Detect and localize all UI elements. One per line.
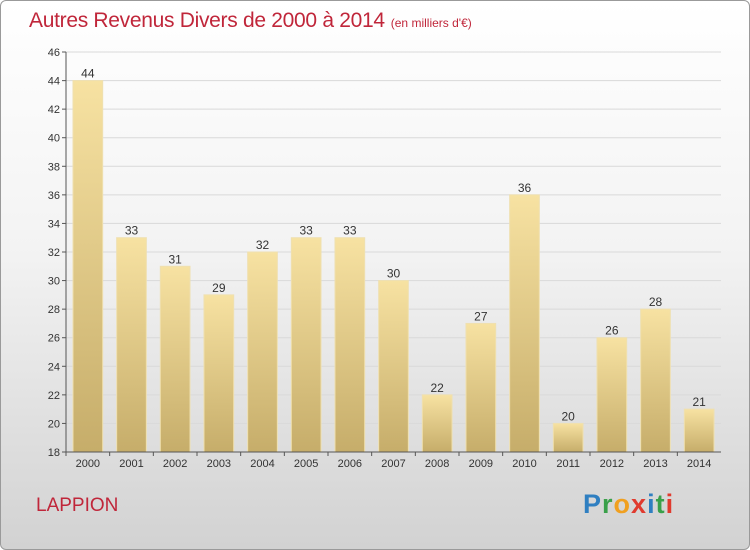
y-tick-label: 38 (48, 161, 60, 173)
y-tick-label: 20 (48, 418, 60, 430)
y-tick-label: 34 (48, 218, 60, 230)
y-tick-label: 32 (48, 247, 60, 259)
bar-value-label: 26 (605, 324, 619, 338)
x-tick-label: 2014 (687, 458, 711, 470)
bar-value-label: 29 (212, 281, 226, 295)
x-tick-label: 2011 (556, 458, 580, 470)
x-tick-label: 2007 (381, 458, 405, 470)
logo-letter: P (583, 489, 603, 519)
x-tick-label: 2008 (425, 458, 449, 470)
bar-value-label: 32 (256, 238, 270, 252)
chart-title-text: Autres Revenus Divers de 2000 à 2014 (29, 9, 385, 32)
x-axis-ticks: 2000 2001 2002 2003 2004 2005 2006 2007 2008 2009… (65, 452, 711, 470)
chart-subtitle: (en milliers d'€) (390, 16, 472, 30)
y-tick-label: 26 (48, 333, 60, 345)
bar-value-label: 21 (692, 395, 706, 409)
y-tick-label: 46 (48, 47, 60, 59)
y-tick-label: 28 (48, 304, 60, 316)
bar (378, 280, 409, 453)
y-tick-label: 22 (48, 390, 60, 402)
x-tick-label: 2012 (600, 458, 624, 470)
bar-value-label: 27 (474, 309, 488, 323)
proxiti-logo: Proxiti (583, 489, 674, 520)
chart-title: Autres Revenus Divers de 2000 à 2014 (en … (29, 9, 472, 33)
y-tick-label: 36 (48, 190, 60, 202)
bar (290, 237, 322, 453)
x-tick-label: 2004 (250, 458, 274, 470)
bar (552, 422, 584, 453)
y-tick-label: 18 (48, 447, 60, 459)
bar (596, 337, 628, 453)
bar-value-label: 28 (649, 295, 663, 309)
commune-name: LAPPION (36, 495, 119, 516)
y-tick-label: 40 (48, 133, 60, 145)
bar-value-label: 33 (299, 224, 313, 238)
x-tick-label: 2003 (207, 458, 231, 470)
x-tick-label: 2005 (294, 458, 318, 470)
bar (683, 408, 715, 453)
x-tick-label: 2000 (76, 458, 100, 470)
bar (421, 394, 453, 453)
x-tick-label: 2009 (469, 458, 493, 470)
x-tick-label: 2010 (512, 458, 536, 470)
y-tick-label: 30 (48, 276, 60, 288)
bar (116, 237, 147, 453)
logo-letter: x (631, 489, 648, 519)
bar-value-label: 20 (561, 409, 575, 423)
bar (640, 308, 671, 453)
bar-value-label: 36 (518, 181, 532, 195)
y-tick-label: 24 (48, 361, 60, 373)
logo-letter: r (602, 489, 614, 519)
y-axis-ticks: 18 20 22 24 26 28 30 32 34 36 38 40 42 44 46 (48, 47, 66, 459)
axes (65, 52, 721, 453)
bar-value-label: 30 (387, 267, 401, 281)
bar (465, 322, 497, 453)
y-tick-label: 44 (48, 76, 60, 88)
bar (247, 251, 278, 453)
bar (509, 194, 540, 453)
logo-letter: i (665, 489, 675, 519)
bar (203, 294, 235, 453)
bar-value-label: 22 (430, 381, 444, 395)
x-tick-label: 2001 (119, 458, 143, 470)
bars: 44 33 31 29 32 33 33 30 22 27 36 20 26 28 21 (72, 67, 715, 453)
logo-letter: i (647, 489, 656, 519)
bar (72, 80, 104, 453)
bar (334, 237, 366, 453)
bar-value-label: 31 (168, 252, 182, 266)
x-tick-label: 2006 (338, 458, 362, 470)
bar-value-label: 33 (343, 224, 357, 238)
bar-value-label: 33 (125, 224, 139, 238)
logo-letter: t (655, 489, 666, 519)
bar-value-label: 44 (81, 67, 95, 81)
bar (159, 265, 191, 453)
logo-letter: o (613, 489, 632, 519)
x-tick-label: 2013 (643, 458, 667, 470)
y-tick-label: 42 (48, 104, 60, 116)
x-tick-label: 2002 (163, 458, 187, 470)
